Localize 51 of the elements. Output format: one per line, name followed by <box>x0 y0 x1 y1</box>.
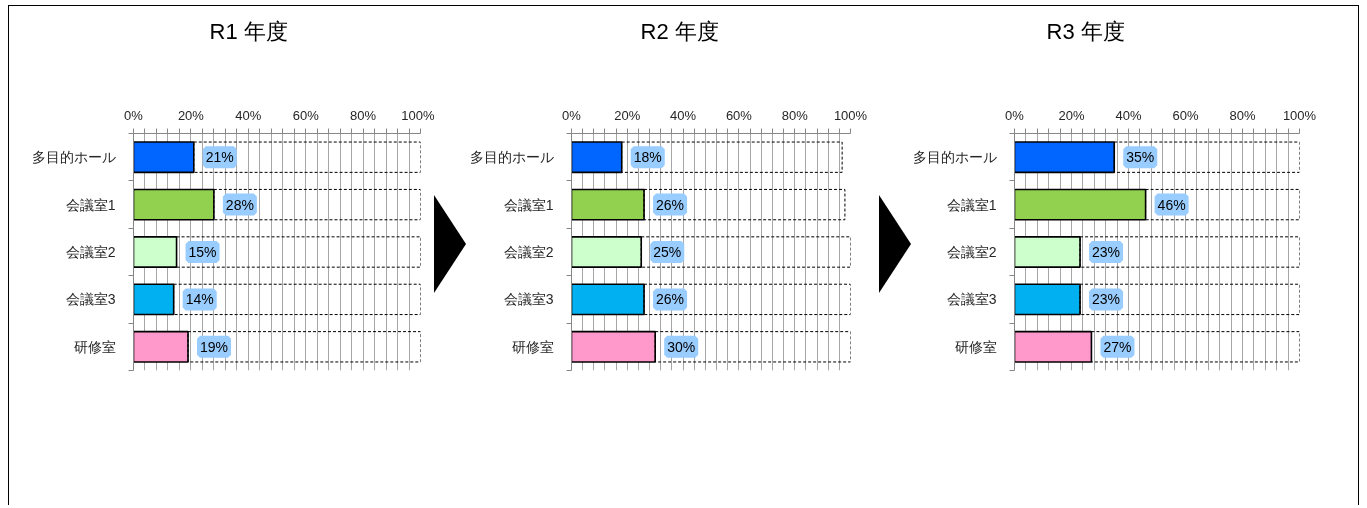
data-label: 26% <box>656 291 685 308</box>
x-tick-label: 20% <box>614 107 641 123</box>
data-label: 18% <box>633 149 662 166</box>
y-tick-label: 会議室2 <box>65 244 116 260</box>
chart-title: R3 年度 <box>1046 18 1125 44</box>
data-label: 19% <box>200 338 229 355</box>
y-tick-label: 会議室1 <box>946 196 997 213</box>
data-label: 14% <box>185 291 214 308</box>
y-tick-label: 研修室 <box>73 338 116 355</box>
x-tick-label: 40% <box>670 107 697 123</box>
data-label: 23% <box>1092 244 1121 260</box>
y-tick-label: 会議室1 <box>503 196 554 213</box>
x-tick-label: 80% <box>781 107 809 123</box>
y-tick-label: 会議室1 <box>65 196 116 213</box>
data-label: 21% <box>205 149 234 166</box>
x-tick-label: 20% <box>1058 107 1085 123</box>
y-tick-label: 多目的ホール <box>469 149 554 166</box>
chart-title: R2 年度 <box>640 18 719 44</box>
y-tick-label: 多目的ホール <box>31 149 116 166</box>
x-tick-label: 60% <box>292 107 320 123</box>
data-label: 46% <box>1157 196 1186 213</box>
data-label: 35% <box>1126 149 1155 166</box>
y-tick-label: 会議室2 <box>946 244 997 260</box>
y-tick-label: 研修室 <box>511 338 554 355</box>
x-tick-label: 0% <box>1005 107 1025 123</box>
x-tick-label: 0% <box>124 107 144 123</box>
data-label: 28% <box>225 196 254 213</box>
x-tick-label: 60% <box>1172 107 1199 123</box>
data-label: 30% <box>667 338 696 355</box>
x-tick-label: 0% <box>562 107 582 123</box>
y-tick-label: 会議室3 <box>946 291 997 308</box>
x-tick-label: 60% <box>725 107 753 123</box>
x-tick-label: 100% <box>833 107 868 123</box>
x-tick-label: 20% <box>177 107 205 123</box>
x-tick-label: 80% <box>1229 107 1256 123</box>
data-label: 26% <box>656 196 685 213</box>
data-label: 25% <box>653 244 682 260</box>
x-tick-label: 100% <box>1282 107 1317 123</box>
y-tick-label: 会議室3 <box>503 291 554 308</box>
x-tick-label: 40% <box>1115 107 1142 123</box>
y-tick-label: 多目的ホール <box>912 149 997 166</box>
x-tick-label: 40% <box>235 107 262 123</box>
x-tick-label: 80% <box>350 107 377 123</box>
chart-title: R1 年度 <box>209 18 288 44</box>
data-label: 27% <box>1103 338 1132 355</box>
data-label: 23% <box>1092 291 1121 308</box>
y-tick-label: 会議室3 <box>65 291 116 308</box>
x-tick-label: 100% <box>401 107 435 123</box>
y-tick-label: 研修室 <box>954 338 997 355</box>
data-label: 15% <box>188 244 217 260</box>
y-tick-label: 会議室2 <box>503 244 554 260</box>
